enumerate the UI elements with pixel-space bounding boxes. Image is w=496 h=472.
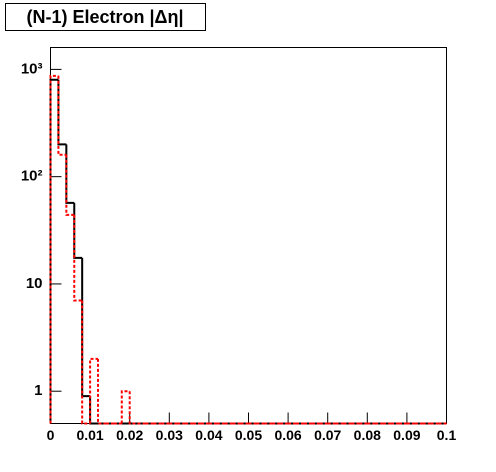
y-tick-label: 1 [34,382,42,399]
histogram-bin [49,74,59,424]
x-tick-label: 0.05 [235,427,262,443]
x-tick-label: 0.06 [274,427,301,443]
histogram-bin [89,357,99,424]
histogram-bin [128,391,138,425]
histogram-bin [73,214,83,302]
x-tick-label: 0.03 [156,427,183,443]
histogram-bin [97,358,106,425]
histogram-bin [65,154,75,216]
x-tick-label: 0.02 [116,427,143,443]
histogram-bin [81,300,91,425]
title-box [5,3,206,31]
y-tick-label: 10² [21,168,43,185]
x-tick-label: 0.09 [393,427,420,443]
histogram-bin [65,144,75,204]
histogram-bin [120,390,130,424]
x-tick-label: 0.04 [195,427,222,443]
x-tick-label: 0.01 [76,427,103,443]
y-tick-label: 10³ [21,60,43,77]
x-tick-label: 0.07 [314,427,341,443]
x-tick-label: 0.08 [354,427,381,443]
histogram-bin [49,78,59,424]
x-tick-label: 0.1 [437,427,457,443]
chart-title: (N-1) Electron |Δη| [26,7,183,27]
x-tick-label: 0 [47,427,55,443]
histogram-bin [57,75,67,156]
y-tick-label: 10 [26,275,43,292]
